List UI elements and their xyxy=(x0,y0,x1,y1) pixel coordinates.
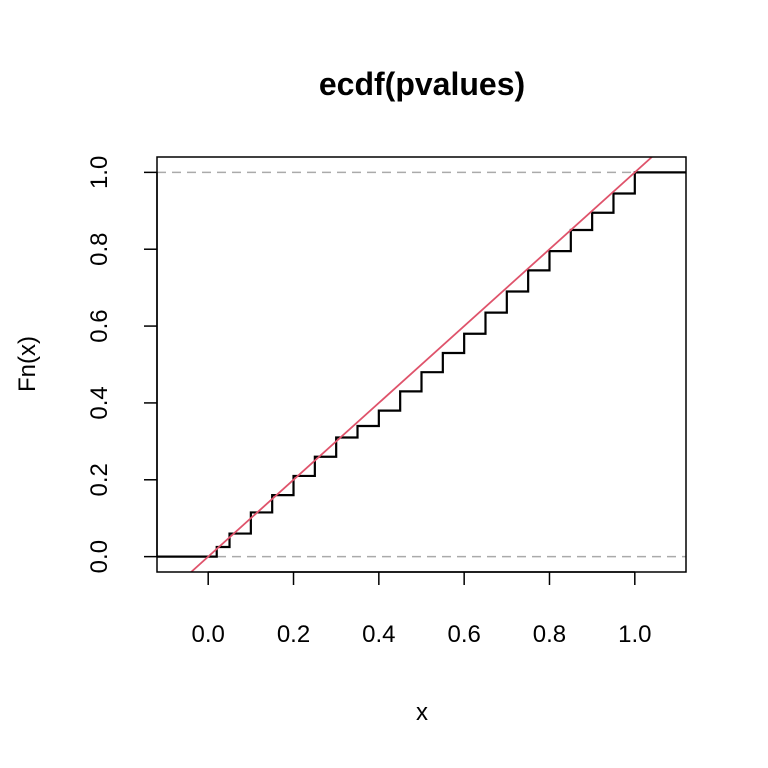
y-tick-label: 0.4 xyxy=(86,386,113,419)
x-tick-label: 0.4 xyxy=(362,621,395,648)
y-tick-label: 0.8 xyxy=(86,233,113,266)
x-tick-label: 0.0 xyxy=(192,621,225,648)
y-tick-label: 1.0 xyxy=(86,156,113,189)
x-tick-label: 1.0 xyxy=(618,621,651,648)
y-tick-label: 0.2 xyxy=(86,463,113,496)
x-tick-label: 0.8 xyxy=(533,621,566,648)
y-axis-label: Fn(x) xyxy=(14,336,41,392)
x-axis-label: x xyxy=(416,699,428,726)
reference-diagonal-line xyxy=(190,157,653,572)
x-tick-label: 0.6 xyxy=(447,621,480,648)
series-layer xyxy=(157,157,686,572)
y-tick-label: 0.0 xyxy=(86,540,113,573)
x-tick-label: 0.2 xyxy=(277,621,310,648)
x-axis: 0.0 0.2 0.4 0.6 0.8 1.0 xyxy=(192,571,651,648)
chart-title: ecdf(pvalues) xyxy=(319,66,525,102)
y-axis: 0.0 0.2 0.4 0.6 0.8 1.0 xyxy=(86,156,158,573)
reference-lines xyxy=(157,171,686,558)
y-tick-label: 0.6 xyxy=(86,309,113,342)
